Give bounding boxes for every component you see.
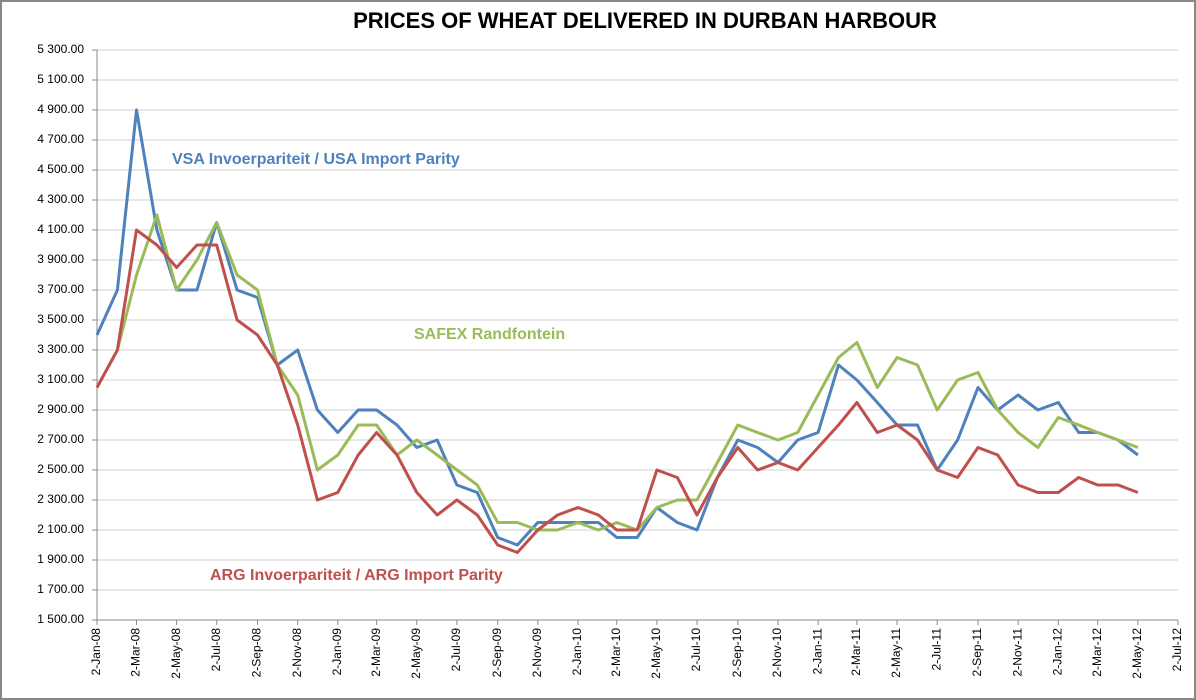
x-tick-label: 2-Sep-08 — [250, 628, 264, 678]
y-tick-label: 3 700.00 — [37, 282, 84, 296]
x-tick-label: 2-May-11 — [889, 628, 903, 678]
y-tick-label: 2 500.00 — [37, 462, 84, 476]
x-tick-label: 2-May-09 — [409, 628, 423, 679]
x-tick-label: 2-Jul-12 — [1170, 628, 1184, 672]
x-tick-label: 2-Mar-08 — [129, 628, 143, 677]
x-tick-label: 2-Mar-11 — [849, 628, 863, 676]
x-tick-label: 2-Jul-08 — [209, 628, 223, 672]
x-tick-label: 2-Jul-10 — [689, 628, 703, 672]
y-tick-label: 4 300.00 — [37, 192, 84, 206]
x-tick-label: 2-Nov-08 — [290, 628, 304, 678]
x-tick-label: 2-Sep-11 — [970, 628, 984, 677]
series-label: SAFEX Randfontein — [414, 326, 565, 343]
y-tick-label: 1 900.00 — [37, 552, 84, 566]
x-tick-label: 2-Nov-10 — [770, 628, 784, 678]
y-tick-label: 2 700.00 — [37, 432, 84, 446]
y-tick-label: 1 500.00 — [37, 612, 84, 626]
x-tick-label: 2-May-08 — [169, 628, 183, 679]
x-tick-label: 2-Jul-09 — [449, 628, 463, 672]
x-tick-label: 2-May-10 — [649, 628, 663, 679]
x-tick-label: 2-Jan-08 — [89, 628, 103, 676]
y-tick-label: 4 700.00 — [37, 132, 84, 146]
x-tick-label: 2-Nov-09 — [530, 628, 544, 678]
y-tick-label: 5 300.00 — [37, 42, 84, 56]
x-tick-label: 2-Jul-11 — [929, 628, 943, 671]
x-tick-label: 2-Mar-10 — [609, 628, 623, 677]
y-tick-label: 3 300.00 — [37, 342, 84, 356]
x-tick-label: 2-Sep-09 — [490, 628, 504, 678]
chart-title: PRICES OF WHEAT DELIVERED IN DURBAN HARB… — [353, 8, 937, 33]
series-label: VSA Invoerpariteit / USA Import Parity — [172, 151, 460, 168]
y-tick-label: 2 300.00 — [37, 492, 84, 506]
x-tick-label: 2-Jan-11 — [810, 628, 824, 675]
x-tick-label: 2-Mar-09 — [369, 628, 383, 677]
series-line — [95, 213, 1139, 532]
series-line — [95, 228, 1139, 554]
y-tick-label: 4 900.00 — [37, 102, 84, 116]
y-tick-label: 1 700.00 — [37, 582, 84, 596]
y-tick-label: 3 100.00 — [37, 372, 84, 386]
y-tick-label: 3 500.00 — [37, 312, 84, 326]
y-tick-label: 4 100.00 — [37, 222, 84, 236]
y-tick-label: 3 900.00 — [37, 252, 84, 266]
x-tick-label: 2-Mar-12 — [1090, 628, 1104, 677]
series-label: ARG Invoerpariteit / ARG Import Parity — [210, 567, 503, 584]
y-tick-label: 4 500.00 — [37, 162, 84, 176]
x-tick-label: 2-Jan-10 — [570, 628, 584, 676]
y-tick-label: 2 100.00 — [37, 522, 84, 536]
x-tick-label: 2-Sep-10 — [730, 628, 744, 678]
x-tick-label: 2-Nov-11 — [1010, 628, 1024, 677]
x-tick-label: 2-Jan-09 — [330, 628, 344, 676]
y-tick-label: 2 900.00 — [37, 402, 84, 416]
x-tick-label: 2-May-12 — [1130, 628, 1144, 679]
y-tick-label: 5 100.00 — [37, 72, 84, 86]
x-tick-label: 2-Jan-12 — [1050, 628, 1064, 676]
